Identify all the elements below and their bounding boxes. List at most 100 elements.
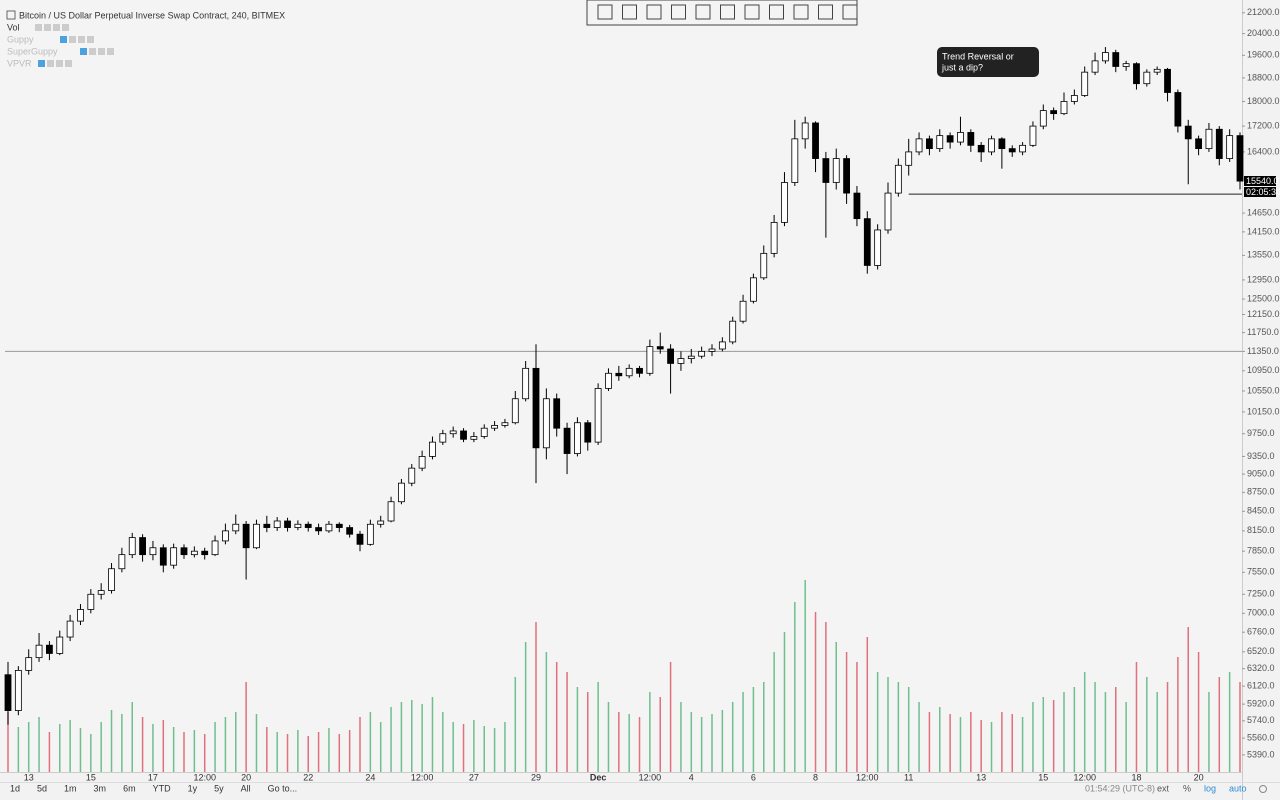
tool-icon[interactable] — [597, 4, 613, 20]
candle-body — [66, 620, 74, 638]
scale-option[interactable]: ext — [1157, 783, 1170, 793]
range-button[interactable]: 1y — [188, 783, 198, 793]
candle-body — [14, 669, 22, 711]
indicator-button[interactable] — [98, 48, 105, 55]
range-button[interactable]: YTD — [153, 783, 172, 793]
candle-body — [988, 138, 995, 153]
tool-icon[interactable] — [818, 4, 833, 20]
tool-icon[interactable] — [744, 4, 760, 20]
range-button[interactable]: 5d — [37, 783, 47, 793]
volume-bar — [876, 672, 879, 772]
scale-option[interactable]: log — [1204, 783, 1216, 793]
settings-icon[interactable] — [1259, 785, 1267, 793]
indicator-button[interactable] — [80, 48, 87, 55]
tool-icon[interactable] — [842, 4, 858, 20]
indicator-button[interactable] — [65, 60, 72, 67]
indicator-button[interactable] — [38, 60, 45, 67]
tool-icon[interactable] — [769, 4, 784, 20]
candle-body — [574, 422, 581, 454]
candle-body — [801, 122, 809, 140]
tool-icon[interactable] — [622, 4, 637, 20]
volume-bar — [587, 692, 589, 772]
volume-bar — [959, 717, 962, 772]
candle-body — [315, 527, 322, 532]
x-tick-label: 8 — [813, 772, 818, 782]
tool-icon[interactable] — [720, 4, 735, 20]
candle-body — [511, 398, 519, 424]
x-tick-label: 13 — [24, 772, 34, 782]
volume-bar — [700, 717, 703, 772]
tool-icon[interactable] — [646, 4, 662, 20]
volume-bar — [400, 702, 403, 772]
plot-area — [0, 0, 1242, 772]
volume-bar — [307, 736, 309, 772]
candle-body — [905, 151, 913, 166]
candle-body — [418, 456, 426, 469]
candle-body — [677, 358, 685, 364]
range-button[interactable]: 1m — [64, 783, 77, 793]
goto-button[interactable]: Go to... — [268, 783, 298, 793]
volume-bar — [1063, 692, 1065, 772]
indicator-button[interactable] — [62, 24, 69, 31]
volume-bar — [555, 662, 558, 772]
scale-option[interactable]: % — [1183, 783, 1191, 793]
candle-body — [781, 182, 788, 223]
indicator-button[interactable] — [78, 36, 85, 43]
tool-icon[interactable] — [793, 4, 809, 20]
volume-bar — [224, 717, 227, 772]
tool-icon[interactable] — [695, 4, 711, 20]
volume-bar — [38, 717, 40, 772]
scale-option[interactable]: auto — [1229, 783, 1247, 793]
indicator[interactable]: Guppy — [7, 34, 34, 44]
volume-bar — [297, 730, 299, 772]
range-button[interactable]: All — [241, 783, 251, 793]
volume-bar — [1125, 702, 1127, 772]
indicator[interactable]: VPVR — [7, 58, 32, 68]
indicator-button[interactable] — [89, 48, 96, 55]
range-button[interactable]: 1d — [10, 783, 20, 793]
volume-bar — [431, 697, 434, 772]
volume-bar — [814, 612, 817, 772]
indicator-button[interactable] — [107, 48, 114, 55]
tool-icon[interactable] — [671, 4, 686, 20]
collapse-icon[interactable] — [6, 10, 16, 20]
indicator-button[interactable] — [56, 60, 63, 67]
candle-body — [1236, 135, 1244, 182]
candle-body — [1164, 68, 1171, 93]
indicator[interactable]: SuperGuppy — [7, 46, 58, 56]
volume-bar — [856, 662, 858, 772]
indicator-button[interactable] — [53, 24, 60, 31]
candle-body — [108, 568, 115, 591]
candle-body — [1091, 60, 1099, 73]
indicator-button[interactable] — [87, 36, 94, 43]
y-tick-label: 5560.0 — [1247, 732, 1275, 742]
volume-bar — [763, 682, 765, 772]
symbol-title: Bitcoin / US Dollar Perpetual Inverse Sw… — [19, 10, 285, 20]
indicator-button[interactable] — [69, 36, 76, 43]
range-button[interactable]: 6m — [123, 783, 136, 793]
candle-body — [253, 523, 260, 549]
x-tick-label: 15 — [86, 772, 96, 782]
indicator-button[interactable] — [35, 24, 42, 31]
candle-body — [366, 523, 374, 545]
range-button[interactable]: 5y — [214, 783, 224, 793]
indicator-button[interactable] — [47, 60, 54, 67]
indicator-button[interactable] — [44, 24, 51, 31]
volume-bar — [131, 702, 133, 772]
countdown-box — [1244, 187, 1276, 197]
y-tick-label: 6760.0 — [1247, 627, 1275, 637]
volume-bar — [628, 714, 630, 772]
volume-bar — [566, 672, 568, 772]
volume-bar — [659, 697, 661, 772]
range-button[interactable]: 3m — [94, 783, 107, 793]
volume-bar — [845, 652, 848, 772]
volume-bar — [245, 682, 247, 772]
volume-bar — [783, 632, 786, 772]
bottom-bar: 01:54:29 (UTC-8) — [0, 782, 1280, 793]
indicator-button[interactable] — [60, 36, 67, 43]
indicator[interactable]: Vol — [7, 22, 20, 32]
y-tick-label: 9050.0 — [1247, 468, 1275, 478]
x-tick-label: Dec — [590, 772, 607, 782]
candle-body — [222, 530, 229, 542]
candle-body — [812, 122, 819, 159]
